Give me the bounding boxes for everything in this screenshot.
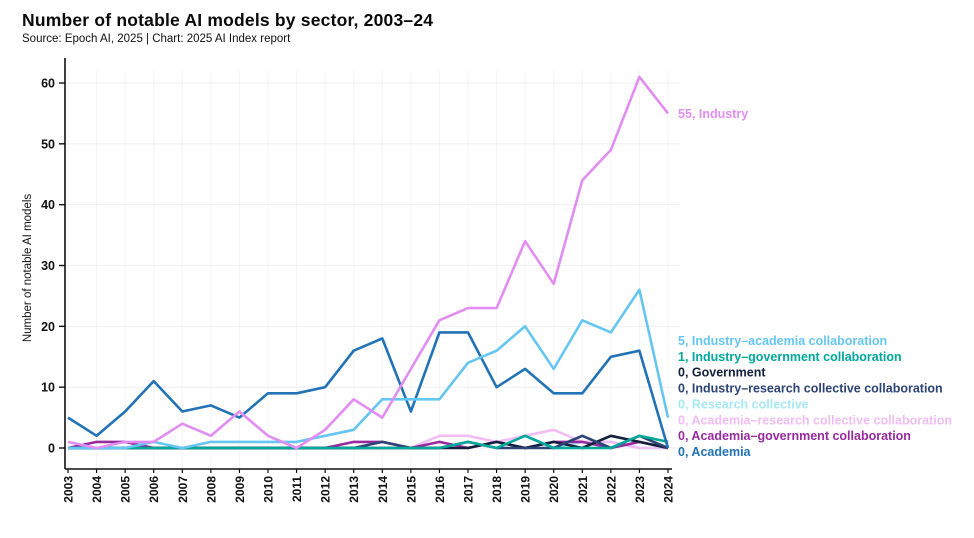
- x-tick-label: 2024: [662, 476, 676, 503]
- chart-source: Source: Epoch AI, 2025 | Chart: 2025 AI …: [22, 33, 291, 45]
- y-tick-label: 60: [41, 77, 55, 91]
- x-tick-label: 2021: [576, 476, 590, 503]
- y-tick-label: 30: [41, 259, 55, 273]
- x-tick-label: 2008: [204, 476, 218, 503]
- x-tick-label: 2019: [519, 476, 533, 503]
- x-tick-label: 2015: [404, 476, 418, 503]
- y-tick-label: 10: [41, 381, 55, 395]
- series-line-9: [67, 331, 670, 449]
- y-tick-label: 20: [41, 320, 55, 334]
- x-tick-label: 2012: [319, 476, 333, 503]
- x-tick-label: 2003: [62, 476, 76, 503]
- y-tick-label: 40: [41, 198, 55, 212]
- x-tick-label: 2005: [119, 476, 133, 503]
- series-end-label-7: 0, Academia–research collective collabor…: [678, 413, 952, 427]
- x-tick-label: 2004: [90, 476, 104, 503]
- series-end-label-1: 55, Industry: [678, 107, 748, 121]
- y-tick-label: 0: [48, 442, 55, 456]
- x-tick-label: 2013: [347, 476, 361, 503]
- x-tick-label: 2020: [547, 476, 561, 503]
- x-tick-label: 2022: [604, 476, 618, 503]
- x-tick-label: 2017: [462, 476, 476, 503]
- x-tick-label: 2011: [290, 476, 304, 502]
- series-end-label-4: 0, Government: [678, 366, 766, 380]
- series-end-label-6: 0, Research collective: [678, 397, 809, 411]
- y-axis-title: Number of notable AI models: [22, 193, 34, 343]
- series-end-label-5: 0, Industry–research collective collabor…: [678, 382, 943, 396]
- x-tick-label: 2007: [176, 476, 190, 503]
- x-tick-label: 2016: [433, 476, 447, 503]
- series-line-3: [68, 434, 669, 450]
- y-tick-label: 50: [41, 137, 55, 151]
- series-end-label-2: 5, Industry–academia collaboration: [678, 334, 887, 348]
- series-line-1: [67, 75, 670, 450]
- chart-title: Number of notable AI models by sector, 2…: [22, 10, 434, 30]
- series-end-label-8: 0, Academia–government collaboration: [678, 429, 911, 443]
- series-line-2: [68, 288, 670, 450]
- x-tick-label: 2009: [233, 476, 247, 503]
- x-tick-label: 2006: [147, 476, 161, 503]
- x-tick-label: 2018: [490, 476, 504, 503]
- x-tick-label: 2014: [376, 476, 390, 503]
- series-end-label-3: 1, Industry–government collaboration: [678, 350, 902, 364]
- x-tick-label: 2023: [633, 476, 647, 503]
- series-end-label-9: 0, Academia: [678, 445, 752, 459]
- x-tick-label: 2010: [262, 476, 276, 503]
